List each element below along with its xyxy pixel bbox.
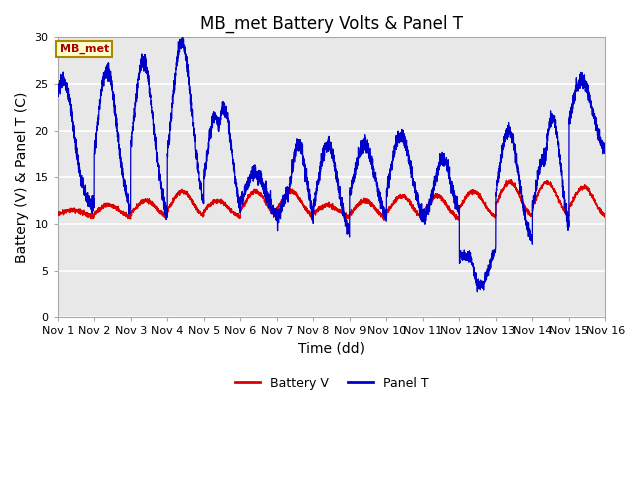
Title: MB_met Battery Volts & Panel T: MB_met Battery Volts & Panel T [200, 15, 463, 33]
Y-axis label: Battery (V) & Panel T (C): Battery (V) & Panel T (C) [15, 92, 29, 263]
Legend: Battery V, Panel T: Battery V, Panel T [230, 372, 433, 395]
Text: MB_met: MB_met [60, 44, 109, 54]
X-axis label: Time (dd): Time (dd) [298, 342, 365, 356]
